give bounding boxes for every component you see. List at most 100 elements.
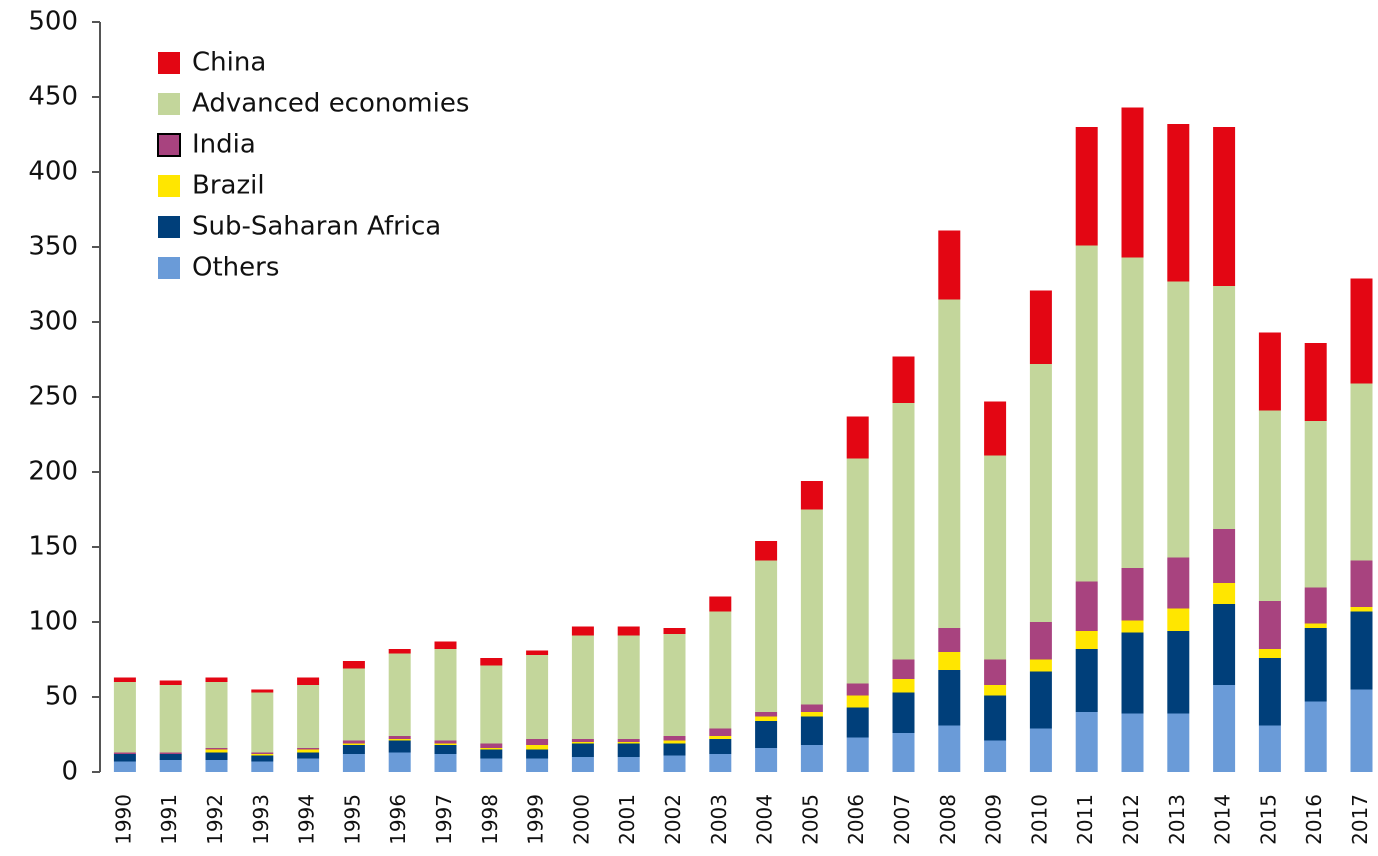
bar-segment	[892, 733, 915, 772]
bar-segment	[892, 403, 915, 660]
x-tick-label: 2010	[1027, 794, 1051, 845]
bar-segment	[1121, 632, 1144, 714]
bar-segment	[800, 745, 823, 772]
x-tick-label: 2002	[661, 794, 685, 845]
bar-segment	[755, 541, 778, 561]
bar-segment	[251, 692, 274, 753]
bar-segment	[1121, 568, 1144, 621]
bar-segment	[1167, 608, 1190, 631]
bar-segment	[755, 716, 778, 721]
bar-segment	[663, 743, 686, 756]
bar-segment	[1167, 631, 1190, 714]
bar-segment	[251, 755, 274, 762]
bar-segment	[617, 742, 640, 744]
bar-segment	[892, 692, 915, 733]
bar-segment	[434, 754, 457, 772]
bar-segment	[388, 752, 411, 772]
bar-segment	[297, 752, 320, 759]
bar-segment	[159, 752, 182, 754]
x-tick-label: 1999	[524, 794, 548, 845]
bar-segment	[1258, 725, 1281, 772]
legend-label: Others	[192, 253, 279, 283]
bar-segment	[1167, 713, 1190, 772]
bar-segment	[297, 758, 320, 772]
bar-segment	[1075, 581, 1098, 631]
bar-segment	[251, 761, 274, 772]
bar-segment	[159, 680, 182, 685]
bar-segment	[434, 740, 457, 744]
bar-segment	[938, 628, 961, 652]
bar-segment	[434, 745, 457, 754]
bar-segment	[800, 712, 823, 717]
bar-segment	[800, 481, 823, 510]
bar-segment	[1304, 343, 1327, 421]
legend-swatch	[158, 216, 180, 238]
bar-segment	[1029, 364, 1052, 622]
bar-segment	[846, 707, 869, 738]
bar-segment	[205, 752, 228, 760]
bar-segment	[480, 749, 503, 759]
bar-segment	[434, 649, 457, 741]
bar-segment	[617, 635, 640, 739]
legend-label: China	[192, 48, 266, 78]
y-tick-label: 0	[61, 757, 78, 787]
legend-label: Advanced economies	[192, 89, 469, 119]
legend-swatch	[158, 52, 180, 74]
bar-segment	[617, 739, 640, 742]
bar-segment	[388, 740, 411, 753]
bar-segment	[342, 754, 365, 772]
y-tick-label: 500	[28, 7, 78, 37]
y-tick-label: 150	[28, 532, 78, 562]
bar-segment	[892, 356, 915, 403]
bar-segment	[846, 695, 869, 708]
bar-segment	[755, 748, 778, 772]
bar-segment	[113, 752, 136, 754]
bar-segment	[984, 401, 1007, 456]
bar-segment	[1350, 383, 1373, 561]
bar-segment	[617, 743, 640, 757]
bar-segment	[434, 641, 457, 649]
bar-segment	[984, 659, 1007, 685]
x-tick-label: 2003	[707, 794, 731, 845]
bar-segment	[1258, 649, 1281, 658]
x-tick-label: 2009	[982, 794, 1006, 845]
bar-segment	[113, 682, 136, 753]
bar-segment	[846, 458, 869, 684]
x-tick-label: 1990	[111, 794, 135, 845]
bar-segment	[800, 704, 823, 712]
bar-segment	[571, 757, 594, 772]
x-tick-label: 1997	[432, 794, 456, 845]
legend-swatch	[158, 175, 180, 197]
x-tick-label: 1993	[249, 794, 273, 845]
x-tick-label: 2012	[1119, 794, 1143, 845]
bar-segment	[1350, 611, 1373, 690]
bar-segment	[938, 230, 961, 300]
bar-segment	[1350, 607, 1373, 612]
bar-segment	[1167, 124, 1190, 282]
bar-segment	[342, 745, 365, 754]
bar-segment	[663, 736, 686, 741]
bar-segment	[480, 743, 503, 748]
x-tick-label: 2013	[1165, 794, 1189, 845]
bar-segment	[159, 754, 182, 760]
bar-segment	[113, 761, 136, 772]
bar-segment	[251, 752, 274, 754]
bar-segment	[755, 712, 778, 717]
bar-segment	[571, 626, 594, 636]
bar-segment	[663, 755, 686, 772]
bar-segment	[938, 670, 961, 726]
bar-segment	[709, 736, 732, 739]
bar-segment	[205, 677, 228, 682]
bar-segment	[709, 754, 732, 772]
bar-segment	[526, 745, 549, 750]
bar-segment	[1213, 529, 1236, 583]
bar-segment	[938, 299, 961, 628]
bar-segment	[709, 596, 732, 612]
bar-segment	[1167, 281, 1190, 558]
x-tick-label: 2004	[753, 794, 777, 845]
legend-label: Brazil	[192, 171, 265, 201]
bar-segment	[205, 748, 228, 750]
bar-segment	[938, 652, 961, 670]
bar-segment	[480, 758, 503, 772]
